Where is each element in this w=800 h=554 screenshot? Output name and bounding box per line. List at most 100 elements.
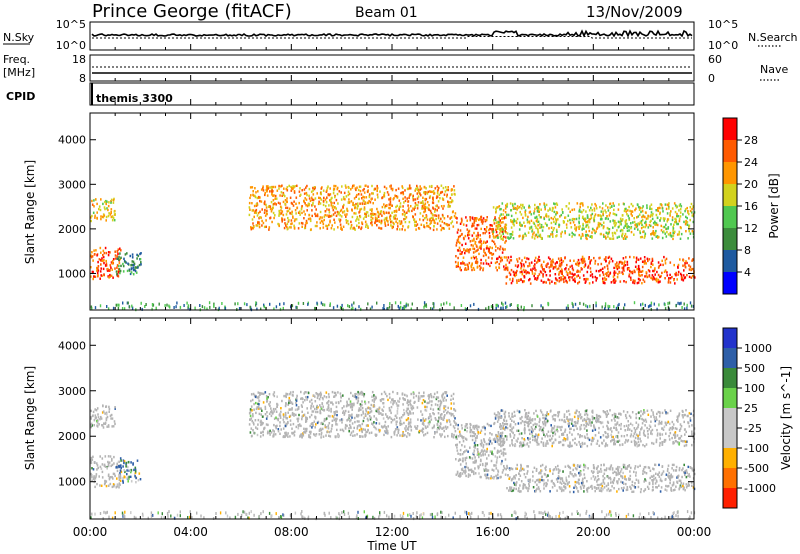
power-scatter-mark	[457, 228, 459, 231]
power-scatter-mark	[374, 221, 376, 224]
power-scatter-mark	[110, 208, 113, 211]
power-scatter-mark	[688, 264, 690, 267]
power-scatter-mark	[464, 242, 467, 245]
power-scatter-mark	[642, 225, 645, 229]
velocity-scatter-mark	[269, 433, 271, 436]
power-scatter-mark	[520, 267, 522, 270]
power-scatter-mark	[564, 216, 567, 219]
power-scatter-mark	[587, 205, 589, 209]
velocity-scatter-mark	[429, 407, 432, 410]
power-scatter-mark	[577, 264, 580, 267]
power-scatter-mark	[494, 242, 496, 246]
power-scatter-mark	[641, 307, 644, 311]
velocity-scatter-mark	[113, 420, 116, 423]
power-scatter-mark	[295, 202, 297, 205]
power-scatter-mark	[520, 224, 522, 227]
velocity-scatter-mark	[464, 457, 467, 460]
power-scatter-mark	[568, 276, 570, 279]
power-scatter-mark	[435, 217, 437, 221]
power-scatter-mark	[602, 221, 605, 224]
power-scatter-mark	[505, 231, 507, 234]
power-scatter-mark	[638, 268, 640, 271]
velocity-scatter-mark	[262, 430, 264, 434]
power-scatter-mark	[258, 221, 260, 224]
power-scatter-mark	[663, 230, 665, 233]
power-scatter-mark	[332, 208, 335, 212]
power-scatter-mark	[499, 228, 501, 231]
velocity-scatter-mark	[106, 425, 108, 428]
power-scatter-mark	[395, 188, 397, 192]
power-scatter-mark	[466, 263, 468, 266]
power-scatter-mark	[482, 254, 485, 258]
power-scatter-mark	[609, 202, 612, 205]
power-scatter-mark	[676, 222, 678, 226]
velocity-scatter-mark	[467, 475, 470, 478]
power-scatter-mark	[574, 233, 576, 237]
power-scatter-mark	[308, 187, 311, 191]
power-scatter-mark	[633, 233, 635, 236]
power-scatter-mark	[350, 225, 353, 228]
velocity-scatter-mark	[371, 422, 373, 425]
power-scatter-mark	[280, 209, 282, 212]
power-scatter-mark	[648, 275, 650, 278]
power-scatter-mark	[415, 224, 417, 227]
power-scatter-mark	[512, 204, 514, 207]
velocity-scatter-mark	[283, 415, 285, 418]
power-scatter-mark	[679, 208, 682, 211]
velocity-scatter-mark	[300, 404, 303, 407]
power-scatter-mark	[443, 302, 445, 306]
power-scatter-mark	[395, 210, 398, 213]
power-scatter-mark	[677, 265, 679, 269]
power-scatter-mark	[101, 274, 103, 277]
velocity-scatter-mark	[341, 421, 343, 424]
velocity-scatter-mark	[478, 455, 480, 459]
power-scatter-mark	[480, 247, 482, 250]
velocity-scatter-mark	[639, 490, 642, 494]
power-scatter-mark	[649, 224, 652, 228]
velocity-scatter-mark	[127, 480, 129, 483]
power-scatter-mark	[625, 256, 627, 259]
velocity-scatter-mark	[305, 420, 307, 423]
velocity-scatter-mark	[346, 402, 349, 406]
power-scatter-mark	[365, 196, 368, 199]
power-scatter-mark	[494, 249, 497, 252]
power-scatter-mark	[569, 276, 571, 279]
velocity-scatter-mark	[283, 394, 285, 398]
power-scatter-mark	[664, 232, 666, 235]
velocity-scatter-mark	[492, 453, 494, 456]
power-scatter-mark	[398, 220, 401, 223]
power-scatter-mark	[476, 266, 479, 269]
power-scatter-mark	[491, 246, 493, 250]
power-scatter-mark	[535, 226, 537, 229]
power-scatter-mark	[322, 203, 325, 207]
velocity-scatter-mark	[376, 418, 378, 421]
noise-panel: N.Sky 10^5 10^0 10^5 10^0 N.Search	[3, 18, 798, 52]
velocity-scatter-mark	[434, 403, 437, 406]
power-scatter-mark	[589, 304, 591, 308]
velocity-scatter-mark	[300, 424, 302, 428]
power-scatter-mark	[691, 259, 693, 262]
power-scatter-mark	[357, 204, 359, 208]
power-scatter-mark	[305, 204, 307, 207]
power-scatter-mark	[593, 207, 596, 210]
power-scatter-mark	[599, 205, 601, 209]
velocity-scatter-mark	[480, 444, 483, 447]
velocity-scatter-mark	[302, 397, 304, 401]
velocity-scatter-mark	[101, 476, 104, 479]
velocity-scatter-mark	[368, 407, 371, 410]
power-scatter-mark	[278, 214, 280, 217]
power-scatter-mark	[96, 269, 98, 272]
power-scatter-mark	[168, 304, 170, 308]
power-scatter-mark	[505, 239, 507, 243]
power-scatter-mark	[598, 270, 600, 273]
velocity-scatter-mark	[266, 415, 269, 418]
power-scatter-mark	[618, 203, 620, 206]
power-scatter-mark	[473, 231, 475, 235]
power-scatter-mark	[525, 272, 528, 275]
velocity-scatter-mark	[108, 410, 110, 413]
power-scatter-mark	[639, 206, 642, 210]
power-scatter-mark	[573, 218, 576, 221]
power-scatter-mark	[460, 252, 463, 255]
velocity-scatter-mark	[461, 472, 464, 475]
power-scatter-mark	[633, 217, 635, 220]
